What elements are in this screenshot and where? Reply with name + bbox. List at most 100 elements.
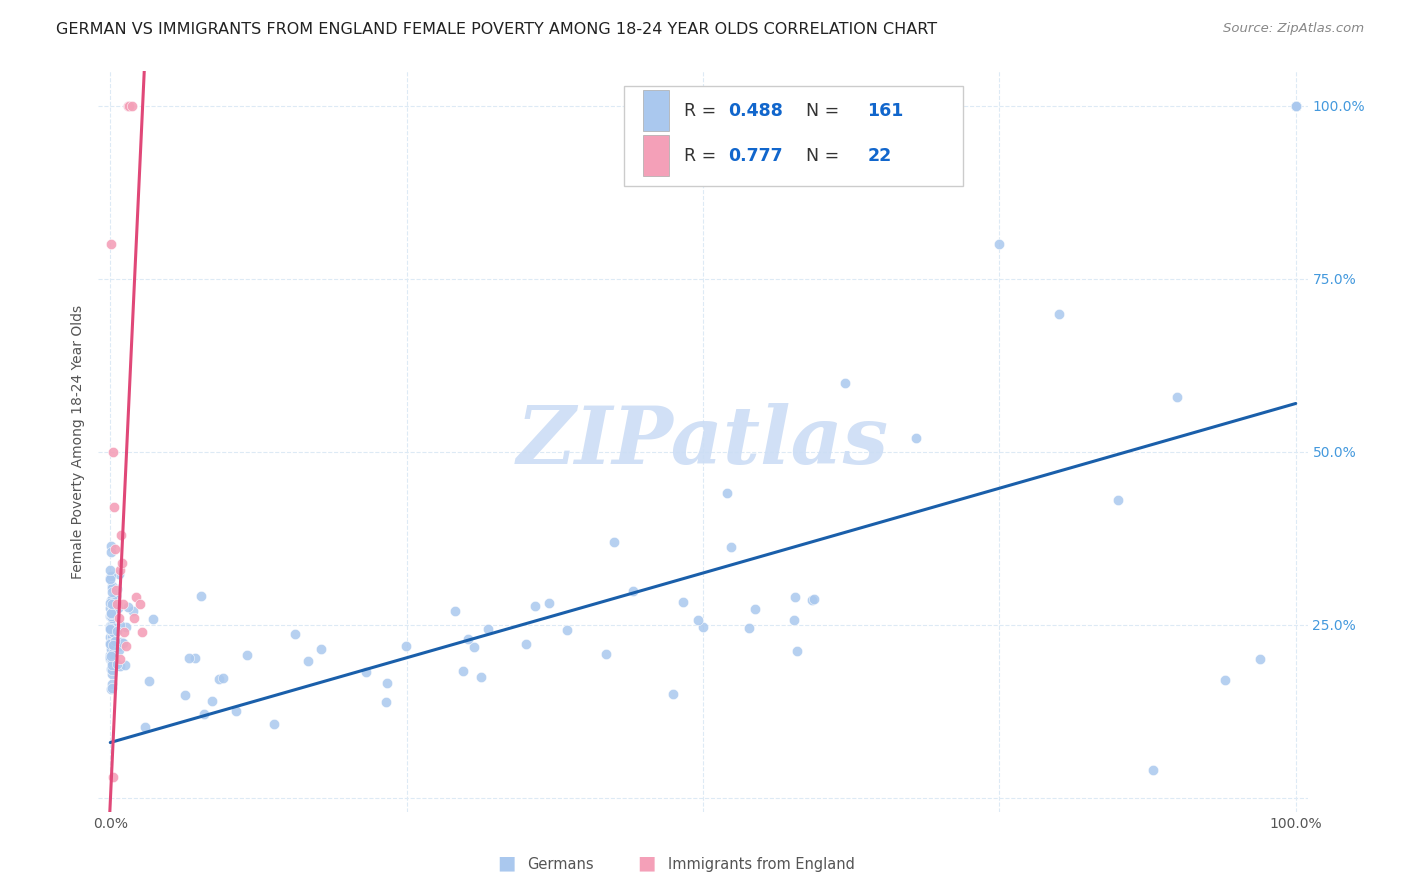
- Point: [1285, 99, 1308, 113]
- Point: [555, 623, 578, 637]
- Point: [98, 651, 121, 665]
- Point: [1285, 99, 1308, 113]
- Point: [100, 663, 122, 677]
- Point: [1047, 306, 1070, 320]
- Point: [108, 652, 131, 666]
- Point: [100, 644, 122, 658]
- Point: [716, 486, 738, 500]
- Text: R =: R =: [683, 147, 721, 165]
- Point: [603, 535, 626, 549]
- Point: [451, 665, 474, 679]
- Point: [692, 620, 714, 634]
- Point: [1285, 99, 1308, 113]
- Point: [1285, 99, 1308, 113]
- Point: [1285, 99, 1308, 113]
- Point: [100, 619, 122, 633]
- Point: [98, 637, 121, 651]
- Point: [103, 597, 125, 611]
- Text: N =: N =: [794, 102, 845, 120]
- Point: [111, 636, 134, 650]
- Point: [377, 675, 399, 690]
- Point: [1285, 99, 1308, 113]
- Point: [1285, 99, 1308, 113]
- Point: [174, 688, 197, 702]
- Point: [138, 673, 160, 688]
- Point: [101, 681, 124, 696]
- Point: [100, 622, 122, 636]
- Point: [103, 638, 125, 652]
- Point: [101, 609, 124, 624]
- Point: [672, 594, 695, 608]
- Point: [100, 624, 122, 638]
- Point: [114, 620, 136, 634]
- Point: [190, 589, 212, 603]
- Text: 161: 161: [868, 102, 904, 120]
- Point: [100, 657, 122, 672]
- Point: [201, 694, 224, 708]
- Point: [720, 541, 742, 555]
- Point: [100, 581, 122, 595]
- Point: [1285, 99, 1308, 113]
- Point: [100, 593, 122, 607]
- Point: [105, 657, 128, 671]
- Point: [122, 604, 145, 618]
- Point: [463, 640, 485, 654]
- Point: [263, 717, 285, 731]
- Point: [744, 601, 766, 615]
- Point: [104, 541, 127, 556]
- Point: [118, 99, 141, 113]
- Point: [100, 237, 122, 252]
- Point: [98, 630, 121, 644]
- Point: [1285, 99, 1308, 113]
- Point: [98, 601, 121, 615]
- Point: [111, 556, 134, 570]
- Point: [457, 632, 479, 647]
- Point: [100, 571, 122, 585]
- Point: [470, 670, 492, 684]
- Point: [537, 596, 560, 610]
- Point: [225, 704, 247, 718]
- Point: [98, 648, 121, 663]
- Point: [177, 651, 200, 665]
- Text: ■: ■: [496, 854, 516, 872]
- Point: [101, 666, 124, 681]
- Point: [783, 613, 806, 627]
- Point: [595, 647, 617, 661]
- Text: ■: ■: [637, 854, 657, 872]
- Point: [1285, 99, 1308, 113]
- Point: [107, 601, 129, 615]
- Point: [100, 611, 122, 625]
- Point: [1285, 99, 1308, 113]
- Point: [524, 599, 547, 613]
- Point: [100, 681, 122, 696]
- Point: [131, 624, 153, 639]
- Point: [1285, 99, 1308, 113]
- Point: [662, 687, 685, 701]
- Point: [100, 579, 122, 593]
- Point: [107, 582, 129, 597]
- Point: [100, 633, 122, 648]
- Point: [101, 770, 124, 784]
- Text: N =: N =: [794, 147, 845, 165]
- Point: [184, 650, 207, 665]
- Point: [104, 634, 127, 648]
- Point: [786, 644, 808, 658]
- Point: [1285, 99, 1308, 113]
- Point: [309, 641, 332, 656]
- Point: [737, 621, 759, 635]
- Point: [103, 500, 125, 515]
- Point: [905, 431, 928, 445]
- Text: Source: ZipAtlas.com: Source: ZipAtlas.com: [1223, 22, 1364, 36]
- Point: [100, 607, 122, 621]
- Point: [100, 607, 122, 621]
- Point: [208, 672, 231, 686]
- Point: [375, 694, 398, 708]
- Point: [114, 624, 136, 639]
- Point: [101, 585, 124, 599]
- Point: [688, 613, 710, 627]
- Point: [477, 622, 499, 636]
- Point: [1285, 99, 1308, 113]
- Point: [100, 609, 122, 624]
- FancyBboxPatch shape: [624, 87, 963, 186]
- Point: [117, 99, 139, 113]
